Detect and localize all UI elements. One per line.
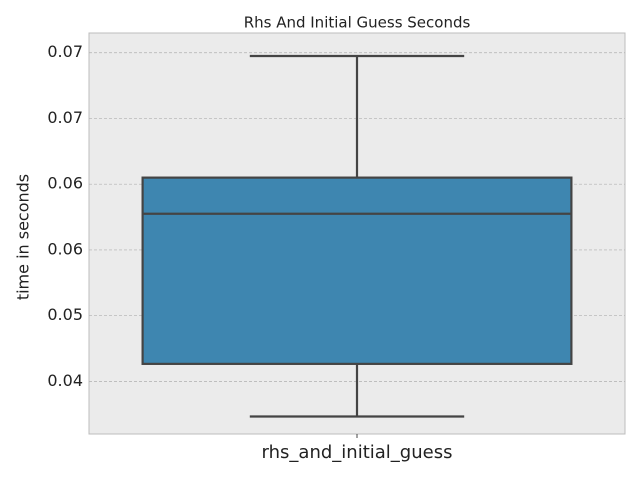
y-tick-label: 0.04 xyxy=(47,371,83,390)
y-tick-label: 0.07 xyxy=(47,108,83,127)
box xyxy=(141,176,573,365)
y-tick-label: 0.07 xyxy=(47,42,83,61)
y-tick-label: 0.05 xyxy=(47,305,83,324)
y-axis-label: time in seconds xyxy=(14,174,33,300)
y-tick-label: 0.06 xyxy=(47,174,83,193)
x-tick-label: rhs_and_initial_guess xyxy=(262,442,453,463)
y-tick-label: 0.06 xyxy=(47,239,83,258)
chart-title: Rhs And Initial Guess Seconds xyxy=(244,14,471,32)
